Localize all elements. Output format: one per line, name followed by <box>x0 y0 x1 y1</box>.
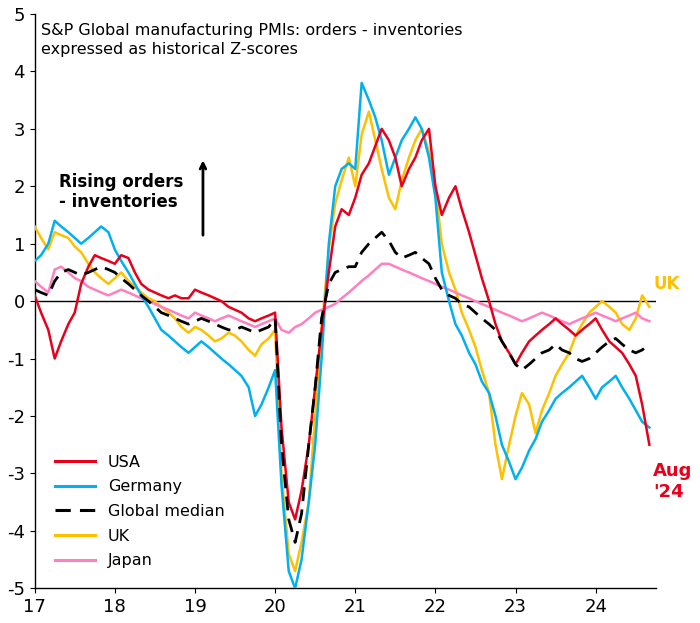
Text: Aug
'24: Aug '24 <box>653 462 693 501</box>
Text: S&P Global manufacturing PMIs: orders - inventories
expressed as historical Z-sc: S&P Global manufacturing PMIs: orders - … <box>41 22 463 57</box>
Legend: USA, Germany, Global median, UK, Japan: USA, Germany, Global median, UK, Japan <box>49 449 231 574</box>
Text: UK: UK <box>653 275 680 293</box>
Text: Rising orders
- inventories: Rising orders - inventories <box>59 173 183 211</box>
